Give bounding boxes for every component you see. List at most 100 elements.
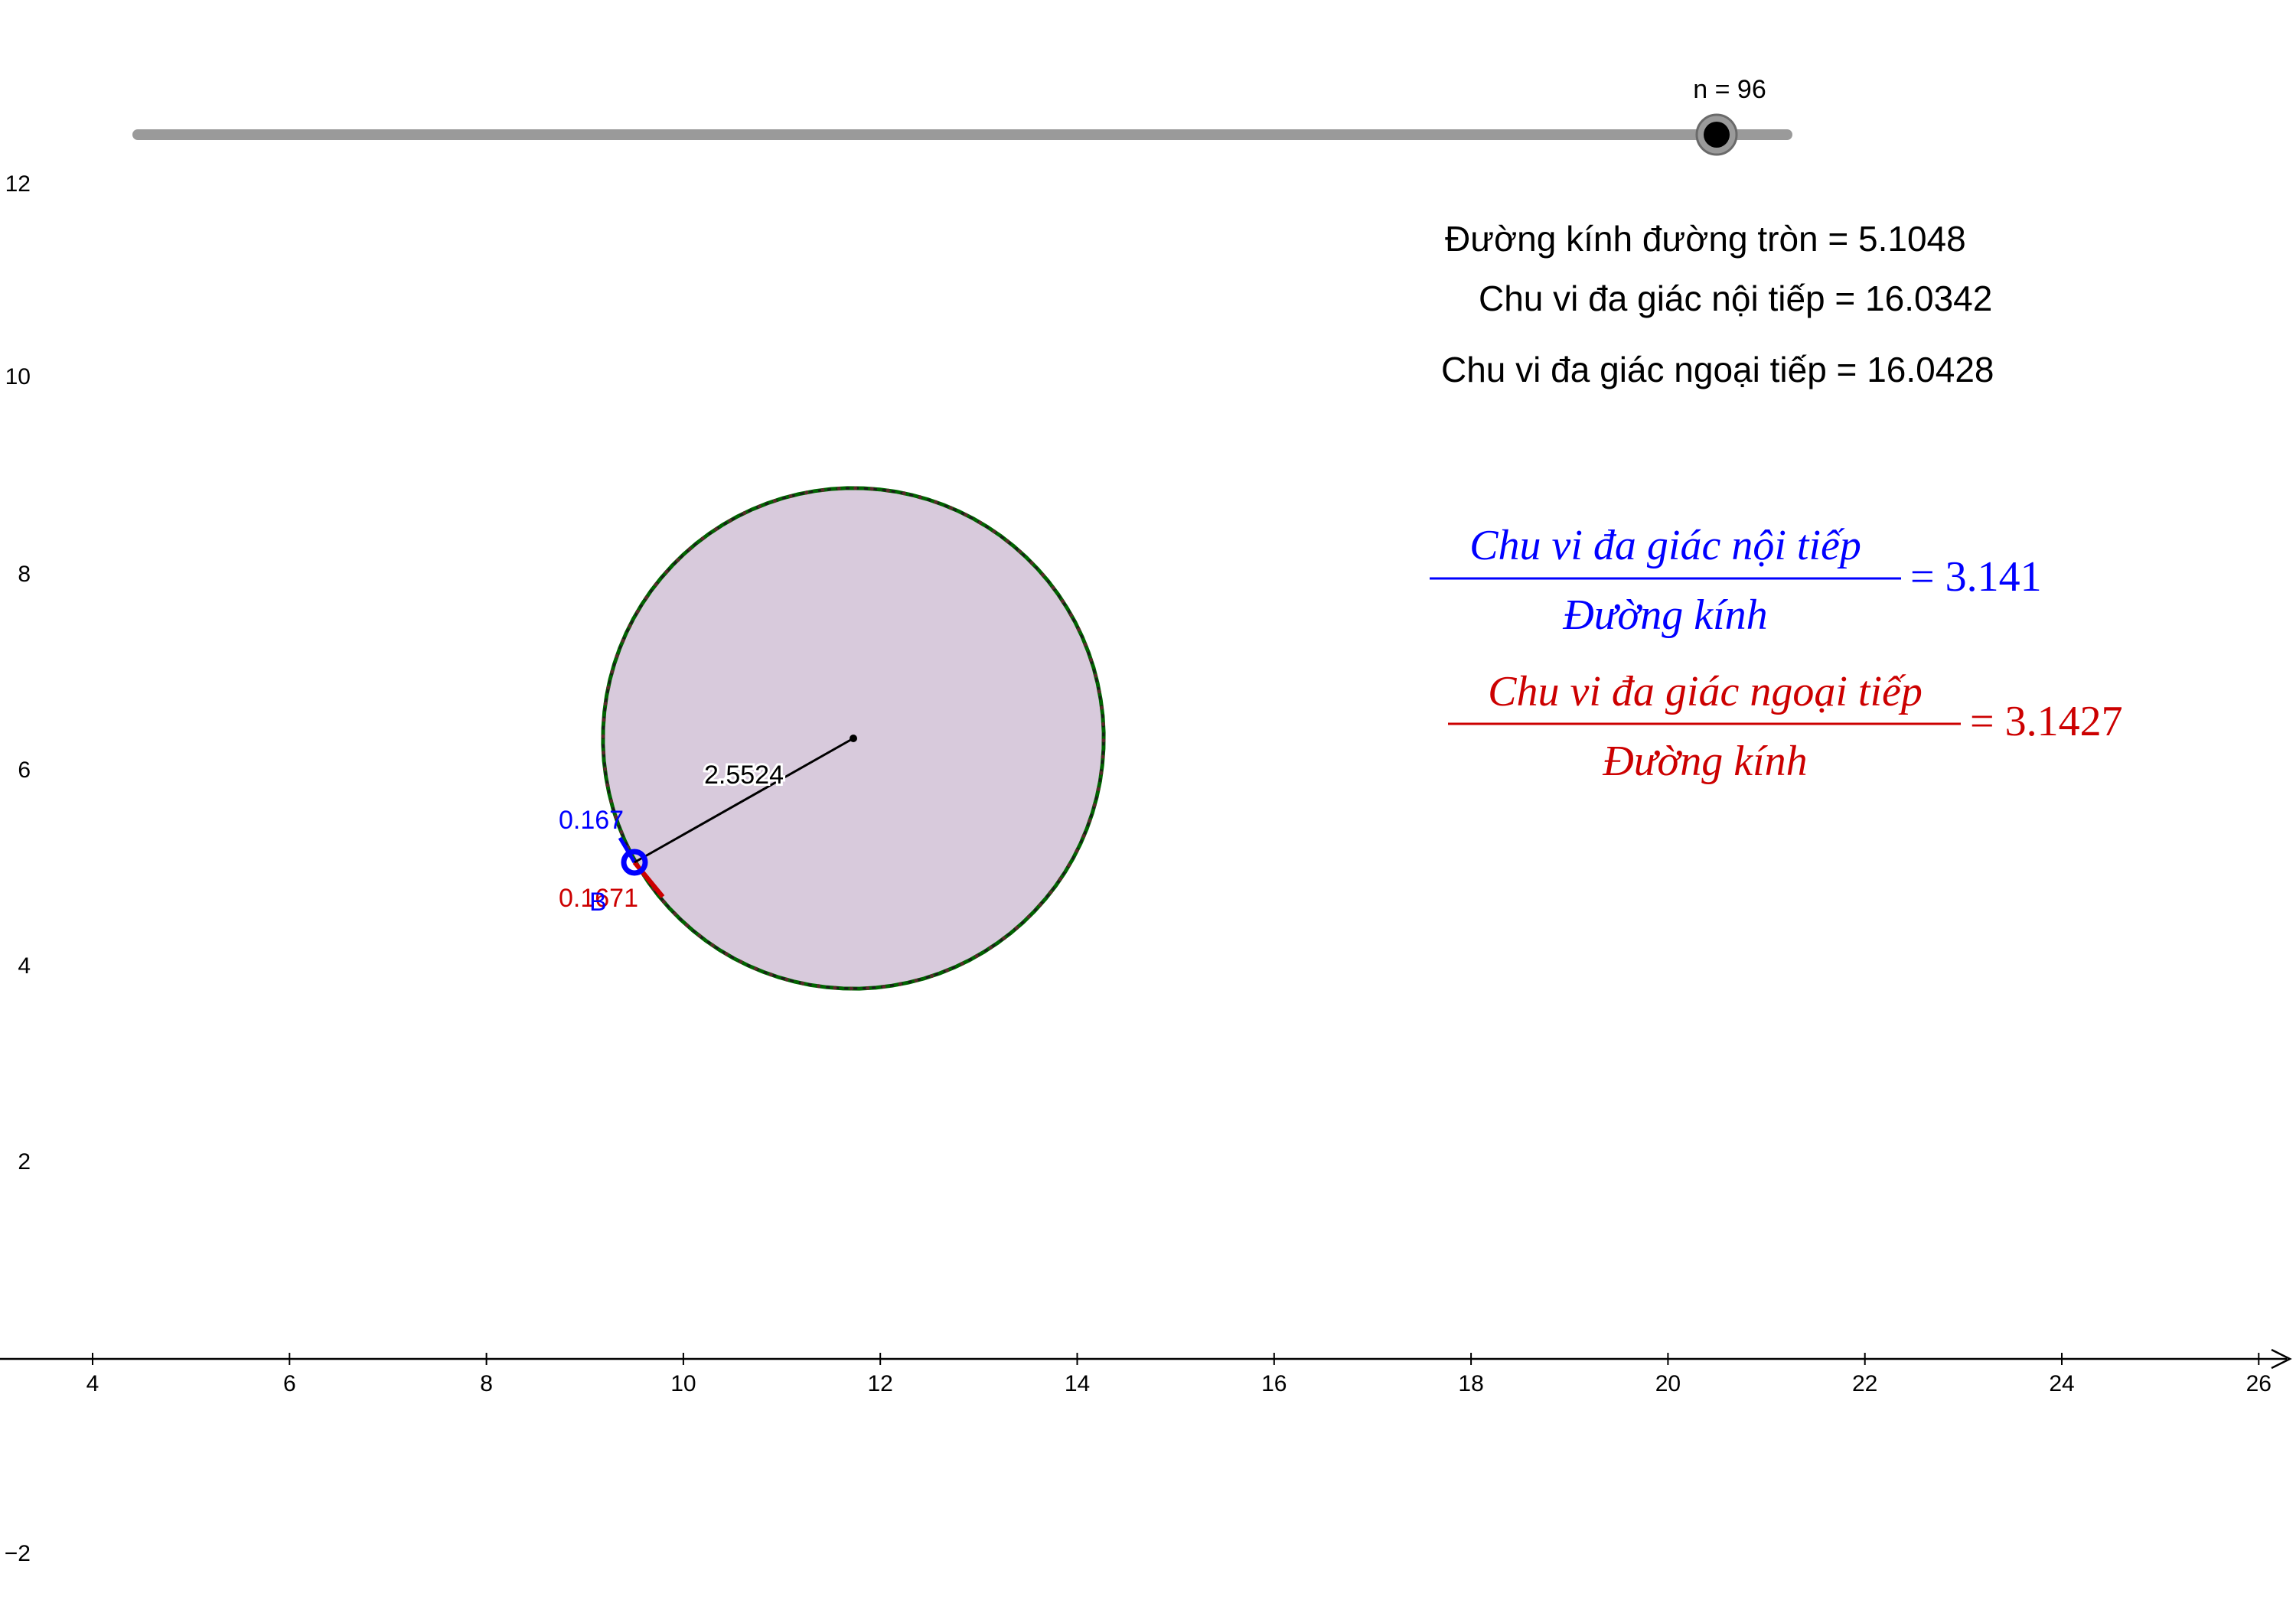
inscribed-side-segment[interactable] [618,836,637,864]
y-tick-label: 2 [18,1149,31,1175]
polygon-vertex [1088,819,1092,823]
polygon-vertex [605,783,610,787]
polygon-vertex [866,986,870,990]
polygon-vertex [615,653,619,658]
radius-segment[interactable] [634,737,854,864]
polygon-vertex [621,638,625,643]
polygon-vertex [687,546,692,551]
polygon-vertex [654,582,658,587]
polygon-vertex [610,670,615,674]
polygon-vertex [724,952,729,956]
polygon-vertex [1083,642,1088,647]
circumscribed-ratio-value: = 3.1427 [1970,698,2123,745]
polygon-vertex [1096,787,1101,791]
polygon-vertex [784,977,789,982]
polygon-vertex [684,923,689,927]
info-panel: Đường kính đường tròn = 5.1048 Chu vi đa… [1441,219,1994,389]
polygon-vertex [1026,914,1031,919]
polygon-vertex [882,985,886,989]
polygon-vertex [742,511,747,515]
x-tick-label: 24 [2049,1371,2074,1396]
slider-handle[interactable] [1704,122,1730,148]
polygon-vertex [1041,572,1045,577]
polygon-vertex [601,734,605,738]
circumscribed-perimeter-text[interactable]: Chu vi đa giác ngoại tiếp = 16.0428 [1441,350,1994,389]
polygon-vertex [768,973,773,977]
y-tick-label: 8 [18,562,31,587]
circumscribed-polygon[interactable] [601,486,1106,991]
polygon-vertex [628,624,632,628]
y-tick-label: 10 [5,364,31,389]
polygon-vertex [988,945,993,950]
polygon-vertex [978,520,983,525]
x-tick-label: 14 [1065,1371,1090,1396]
x-tick-label: 22 [1852,1371,1877,1396]
polygon-vertex [964,513,968,517]
polygon-vertex [918,495,922,500]
polygon-vertex [614,815,618,819]
inscribed-ratio-value: = 3.141 [1910,553,2042,601]
polygon-vertex [849,986,853,991]
point-b[interactable] [621,849,648,876]
polygon-vertex [739,960,743,964]
polygon-vertex [837,487,841,490]
polygon-vertex [635,609,640,614]
inscribed-ratio-denominator: Đường kính [1562,591,1767,639]
polygon-vertex [676,558,680,562]
inscribed-ratio-formula[interactable]: Chu vi đa giác nội tiếp Đường kính = 3.1… [1430,522,2042,639]
polygon-vertex [1002,936,1006,940]
polygon-vertex [1100,705,1104,710]
circle-construction[interactable]: 2.5524 0.167 0.1671 B [559,486,1106,991]
polygon-vertex [1101,754,1105,759]
inscribed-side-label: 0.167 [559,806,624,835]
polygon-vertex [1067,863,1071,868]
polygon-vertex [697,933,702,938]
polygon-vertices [601,486,1106,991]
polygon-vertex [603,767,607,771]
polygon-vertex [833,986,837,990]
polygon-vertex [898,982,902,986]
polygon-vertex [673,911,677,916]
polygon-vertex [804,490,809,495]
x-tick-label: 12 [868,1371,893,1396]
polygon-vertex [1101,738,1106,743]
polygon-vertex [1077,627,1081,632]
point-b-label: B [589,888,607,917]
polygon-vertex [934,500,938,504]
polygon-vertex [1099,771,1104,775]
polygon-vertex [1029,561,1034,565]
polygon-vertex [1081,834,1086,839]
polygon-vertex [974,954,979,958]
polygon-vertex [661,900,666,904]
polygon-vertex [902,491,906,496]
polygon-vertex [885,488,890,493]
polygon-vertex [772,499,777,503]
polygon-vertex [710,943,715,947]
polygon-vertex [1097,689,1101,694]
x-tick-label: 16 [1261,1371,1287,1396]
circumscribed-side-segment[interactable] [632,861,665,898]
circumscribed-ratio-numerator: Chu vi đa giác ngoại tiếp [1488,668,1923,715]
x-tick-label: 18 [1458,1371,1483,1396]
diameter-text[interactable]: Đường kính đường tròn = 5.1048 [1445,219,1966,259]
polygon-vertex [853,486,858,490]
polygon-vertex [1069,613,1073,617]
polygon-vertex [1092,803,1097,807]
center-point[interactable] [850,735,857,742]
polygon-vertex [714,527,719,532]
circumscribed-ratio-formula[interactable]: Chu vi đa giác ngoại tiếp Đường kính = 3… [1448,668,2123,785]
inscribed-perimeter-text[interactable]: Chu vi đa giác nội tiếp = 16.0342 [1479,279,1992,318]
polygon-vertex [757,504,762,509]
polygon-vertex [1058,877,1062,881]
polygon-vertex [820,488,825,492]
polygon-vertex [728,519,732,523]
polygon-vertex [1051,585,1055,590]
polygon-vertex [817,984,821,989]
polygon-vertex [1015,926,1019,930]
n-slider[interactable]: n = 96 [132,75,1792,156]
y-tick-label: 4 [18,953,31,979]
polygon-vertex [619,830,624,835]
polygon-vertex [664,569,669,574]
x-tick-label: 10 [670,1371,696,1396]
